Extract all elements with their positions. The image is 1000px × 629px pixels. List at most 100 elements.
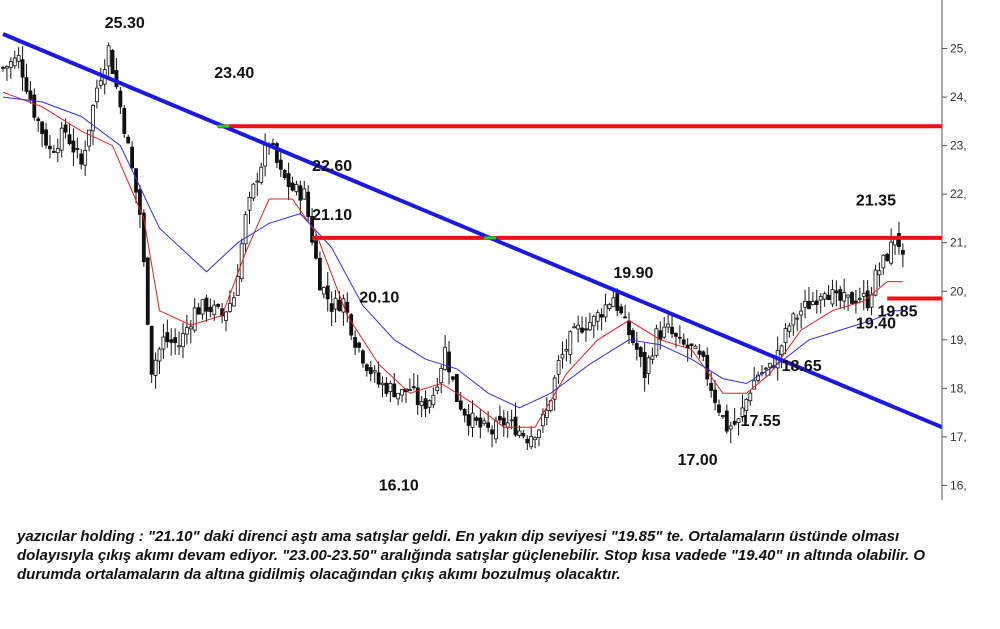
candle-body [306, 191, 311, 218]
candle-body [204, 297, 209, 312]
candle-body [537, 429, 541, 439]
candle-body [674, 333, 678, 337]
candle-body [627, 320, 631, 336]
candle [740, 394, 745, 422]
candle-body [466, 414, 471, 426]
candle-body [623, 316, 627, 319]
candle-body [458, 400, 463, 410]
candle [298, 180, 303, 215]
candle-body [505, 422, 510, 428]
level-annotation: 16.10 [379, 478, 419, 495]
candle [881, 254, 886, 275]
candle [188, 319, 193, 344]
candle [889, 228, 894, 266]
candle-body [251, 183, 256, 199]
candle-body [392, 383, 397, 398]
candle [462, 408, 467, 423]
candle [728, 421, 733, 444]
candle-body [224, 311, 228, 321]
candle [576, 315, 581, 343]
candle-body [247, 196, 252, 211]
level-annotation: 21.35 [856, 193, 896, 210]
candle-body [36, 118, 41, 121]
annotations: 25.30 23.40 22.60 21.10 20.10 19.90 21.35 19.85… [105, 15, 918, 495]
candle-body [900, 250, 905, 255]
candle [701, 350, 706, 362]
candle [842, 278, 847, 310]
candle-body [48, 145, 52, 150]
candle [619, 303, 624, 315]
candle [810, 292, 815, 306]
candle-body [407, 389, 412, 391]
candle [490, 425, 494, 448]
candle [591, 314, 596, 338]
candle-body [282, 169, 287, 179]
candle [224, 311, 228, 332]
level-annotation: 18.65 [782, 358, 822, 375]
candle [865, 280, 870, 312]
candle-body [188, 326, 193, 330]
candle-body [568, 331, 573, 355]
candle [349, 312, 354, 340]
candle [251, 182, 256, 202]
candle [885, 252, 890, 262]
candle [795, 314, 800, 332]
candle-body [666, 323, 671, 328]
candle-body [889, 241, 894, 264]
candle [666, 312, 671, 334]
candle-body [400, 388, 404, 396]
candle [900, 243, 905, 268]
candle-body [329, 303, 334, 312]
candle-body [474, 417, 479, 421]
trendline [2, 32, 943, 430]
level-annotation: 19.40 [856, 315, 896, 332]
candle [650, 347, 655, 365]
candle-body [497, 416, 502, 421]
candle [454, 374, 459, 402]
candle-body [810, 301, 815, 306]
candle [415, 374, 420, 415]
candle [677, 325, 682, 344]
candle [44, 123, 48, 149]
horizontal-levels [218, 124, 942, 301]
candle-body [494, 420, 498, 440]
candle-body [134, 168, 138, 193]
y-tick-label: 16, [950, 478, 967, 492]
candle [196, 303, 201, 315]
candle [814, 289, 819, 314]
candle [431, 387, 436, 409]
candle [764, 366, 768, 378]
candle-body [153, 359, 158, 376]
candle-body [533, 437, 537, 441]
candle [830, 279, 835, 307]
candle-body [79, 153, 84, 165]
candle [282, 169, 287, 180]
candle [631, 328, 635, 346]
candle-body [286, 173, 291, 187]
candle-body [138, 189, 142, 215]
candle [98, 67, 103, 90]
candle-body [869, 294, 874, 308]
candle-body [728, 425, 733, 430]
candle-body [650, 355, 655, 360]
candle-body [396, 392, 401, 400]
candle [71, 128, 76, 167]
candle [79, 149, 84, 170]
candle [654, 324, 659, 358]
candle [584, 316, 588, 342]
candle-body [435, 386, 440, 391]
candle-body [106, 45, 111, 67]
candle-body [278, 159, 283, 170]
candle-body [486, 422, 491, 428]
candle [670, 314, 674, 339]
candle [587, 312, 592, 332]
candle-body [177, 345, 181, 348]
candle-body [873, 269, 878, 296]
candle-body [631, 330, 635, 344]
candle-body [376, 372, 381, 385]
candle [177, 331, 181, 355]
candle-body [662, 326, 667, 338]
level-annotation: 17.00 [678, 452, 718, 469]
candle [259, 162, 264, 185]
candle [357, 341, 361, 353]
